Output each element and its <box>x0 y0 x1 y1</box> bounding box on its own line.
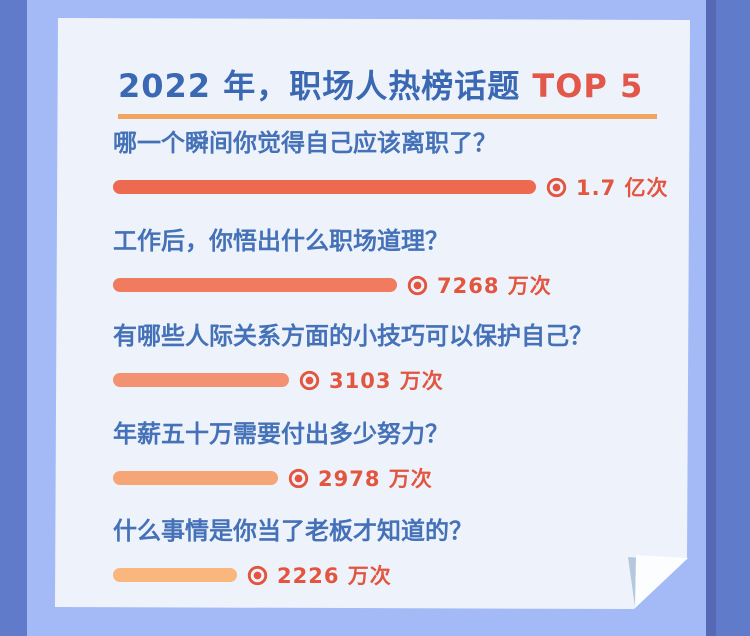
views-eye-icon <box>406 274 429 297</box>
topic-question: 年薪五十万需要付出多少努力？ <box>113 420 449 448</box>
title-block: 2022 年，职场人热榜话题 TOP 5 <box>118 61 658 119</box>
views-bar <box>113 471 278 485</box>
views-count: 3103 万次 <box>329 369 444 393</box>
views-bar <box>113 568 237 582</box>
topic-row: 哪一个瞬间你觉得自己应该离职了？ 1.7 亿次 <box>113 129 683 202</box>
topic-bar-line: 1.7 亿次 <box>113 172 683 202</box>
page-fold-corner <box>628 555 688 608</box>
topic-bar-line: 3103 万次 <box>113 365 683 395</box>
right-edge-strip <box>706 0 750 636</box>
topic-question: 有哪些人际关系方面的小技巧可以保护自己？ <box>113 322 593 350</box>
topic-row: 年薪五十万需要付出多少努力？ 2978 万次 <box>113 420 683 493</box>
views-eye-icon <box>246 564 269 587</box>
page-title-accent: TOP 5 <box>532 67 644 105</box>
views-eye-icon <box>287 467 310 490</box>
views-count: 2978 万次 <box>318 467 433 491</box>
views-bar <box>113 180 536 194</box>
page-title: 2022 年，职场人热榜话题 TOP 5 <box>118 61 658 119</box>
left-edge-strip <box>0 0 27 636</box>
views-eye-icon <box>545 176 568 199</box>
fold-face-triangle <box>635 555 688 608</box>
topic-bar-line: 2226 万次 <box>113 560 683 590</box>
topic-bar-line: 2978 万次 <box>113 463 683 493</box>
views-bar <box>113 373 289 387</box>
topic-bar-line: 7268 万次 <box>113 270 683 300</box>
views-eye-icon <box>298 369 321 392</box>
views-count: 7268 万次 <box>437 274 552 298</box>
topic-row: 有哪些人际关系方面的小技巧可以保护自己？ 3103 万次 <box>113 322 683 395</box>
page-title-main: 2022 年，职场人热榜话题 <box>118 67 533 105</box>
topic-question: 哪一个瞬间你觉得自己应该离职了？ <box>113 129 497 157</box>
views-count: 1.7 亿次 <box>576 176 669 200</box>
topic-row: 什么事情是你当了老板才知道的？ 2226 万次 <box>113 517 683 590</box>
views-count: 2226 万次 <box>277 564 392 588</box>
views-bar <box>113 278 397 292</box>
topic-question: 工作后，你悟出什么职场道理？ <box>113 227 449 255</box>
topic-question: 什么事情是你当了老板才知道的？ <box>113 517 473 545</box>
topic-row: 工作后，你悟出什么职场道理？ 7268 万次 <box>113 227 683 300</box>
infographic-card: 2022 年，职场人热榜话题 TOP 5 哪一个瞬间你觉得自己应该离职了？ 1.… <box>55 18 690 609</box>
